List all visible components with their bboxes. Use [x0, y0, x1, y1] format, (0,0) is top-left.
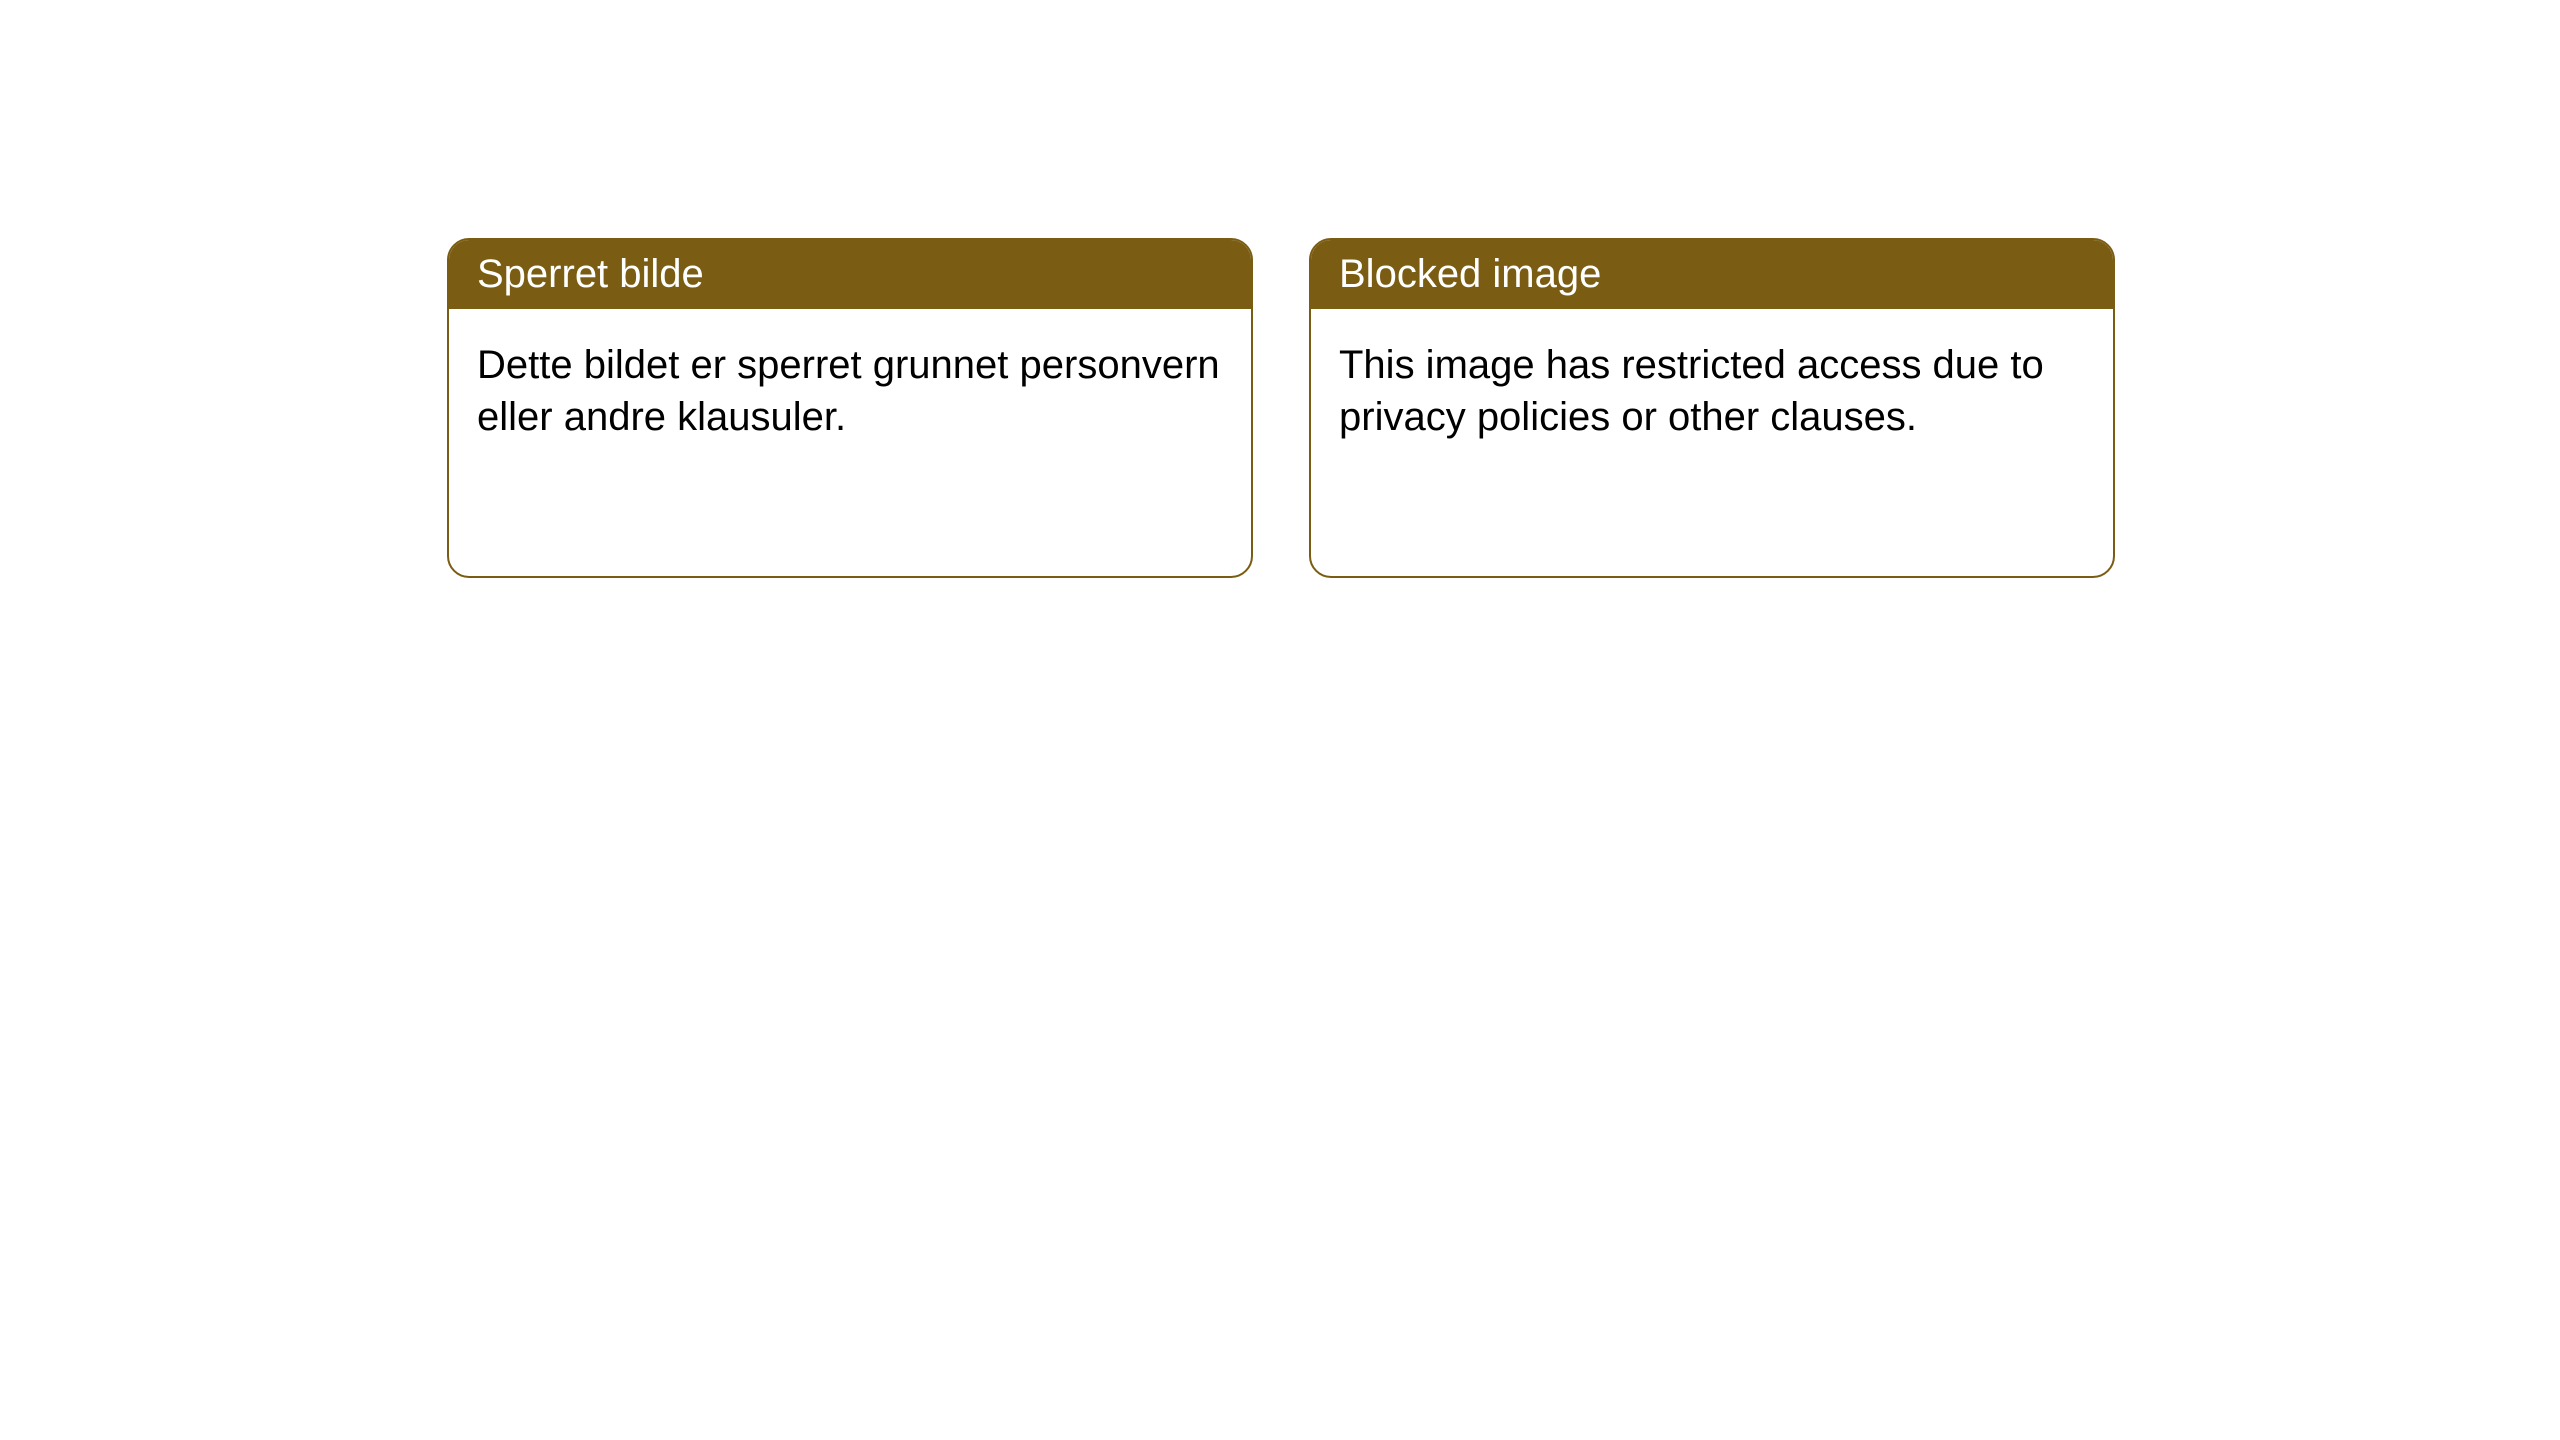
card-message-norwegian: Dette bildet er sperret grunnet personve…	[477, 343, 1220, 439]
card-body-norwegian: Dette bildet er sperret grunnet personve…	[449, 309, 1251, 473]
blocked-image-card-english: Blocked image This image has restricted …	[1309, 238, 2115, 578]
cards-container: Sperret bilde Dette bildet er sperret gr…	[447, 238, 2115, 578]
card-title-norwegian: Sperret bilde	[477, 252, 704, 296]
card-message-english: This image has restricted access due to …	[1339, 343, 2044, 439]
card-body-english: This image has restricted access due to …	[1311, 309, 2113, 473]
card-title-english: Blocked image	[1339, 252, 1601, 296]
card-header-english: Blocked image	[1311, 240, 2113, 309]
blocked-image-card-norwegian: Sperret bilde Dette bildet er sperret gr…	[447, 238, 1253, 578]
card-header-norwegian: Sperret bilde	[449, 240, 1251, 309]
